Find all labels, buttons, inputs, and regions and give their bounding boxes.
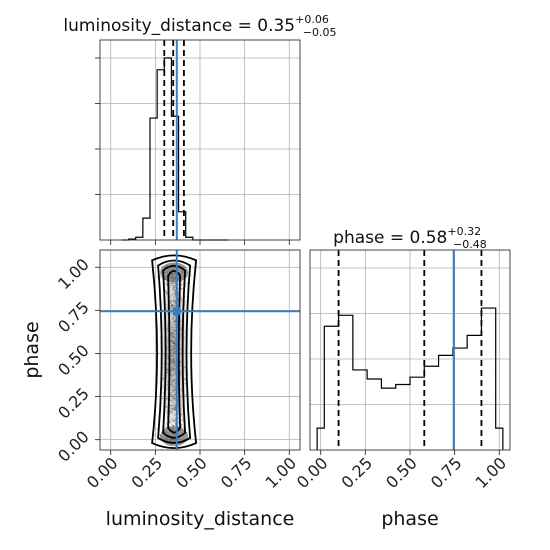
joint-x-tick-labels: 0.00 0.25 0.50 0.75 1.00 bbox=[83, 450, 300, 492]
ld-hist-tickmarks bbox=[95, 57, 290, 245]
jt-point-459 bbox=[156, 276, 159, 278]
ph-xtick-label-2: 0.50 bbox=[382, 453, 421, 492]
jt-ytick-label-4: 1.00 bbox=[54, 255, 93, 294]
phase-hist-xlabel: phase bbox=[381, 508, 438, 530]
joint-xlabel: luminosity_distance bbox=[106, 508, 295, 530]
jt-xtick-label-0: 0.00 bbox=[83, 453, 122, 492]
ph-xtick-label-0: 0.00 bbox=[293, 453, 332, 492]
jt-point-389 bbox=[156, 427, 159, 430]
jt-ytick-label-3: 0.75 bbox=[54, 298, 93, 337]
phase-hist-grid bbox=[310, 250, 510, 450]
luminosity-distance-hist-panel: luminosity_distance = 0.35+0.06 −0.05 bbox=[63, 13, 337, 245]
jt-contour-2 bbox=[162, 264, 187, 439]
jt-xtick-label-1: 0.25 bbox=[128, 453, 167, 492]
phase-hist-quantiles bbox=[337, 250, 483, 450]
ld-hist-grid bbox=[100, 40, 300, 240]
jt-point-157 bbox=[186, 282, 189, 285]
joint-grid bbox=[100, 250, 300, 450]
phase-hist-x-tick-labels: 0.00 0.25 0.50 0.75 1.00 bbox=[293, 450, 510, 492]
ph-xtick-label-4: 1.00 bbox=[471, 453, 510, 492]
jt-xtick-label-3: 0.75 bbox=[217, 453, 256, 492]
jt-ytick-label-0: 0.00 bbox=[54, 427, 93, 466]
joint-panel: 0.00 0.25 0.50 0.75 1.00 0.000.250.500.751.0… bbox=[21, 249, 301, 530]
jt-density-column bbox=[158, 259, 191, 448]
jt-xtick-label-2: 0.50 bbox=[172, 453, 211, 492]
joint-y-tick-labels: 0.00 0.25 0.50 0.75 1.00 bbox=[54, 255, 100, 466]
ph-xtick-label-3: 0.75 bbox=[427, 453, 466, 492]
phase-hist-steps bbox=[316, 307, 504, 450]
jt-ytick-label-2: 0.50 bbox=[54, 341, 93, 380]
ld-hist-title: luminosity_distance = 0.35+0.06 −0.05 bbox=[63, 13, 336, 39]
jt-ytick-label-1: 0.25 bbox=[54, 384, 93, 423]
phase-hist-panel: 0.00 0.25 0.50 0.75 1.00 phase = 0.58+0.32 −0… bbox=[293, 225, 511, 530]
ld-hist-quantiles bbox=[163, 40, 185, 240]
joint-contours bbox=[151, 254, 198, 450]
joint-ylabel: phase bbox=[21, 321, 43, 378]
ph-xtick-label-1: 0.25 bbox=[338, 453, 377, 492]
jt-contour-1 bbox=[157, 259, 192, 444]
jt-point-30 bbox=[154, 434, 156, 436]
jt-xtick-label-4: 1.00 bbox=[261, 453, 300, 492]
jt-contour-0 bbox=[151, 254, 198, 450]
joint-truth-point bbox=[172, 307, 181, 316]
jt-contour-3 bbox=[167, 269, 182, 434]
phase-hist-title: phase = 0.58+0.32 −0.48 bbox=[333, 225, 487, 251]
joint-density bbox=[158, 259, 191, 448]
